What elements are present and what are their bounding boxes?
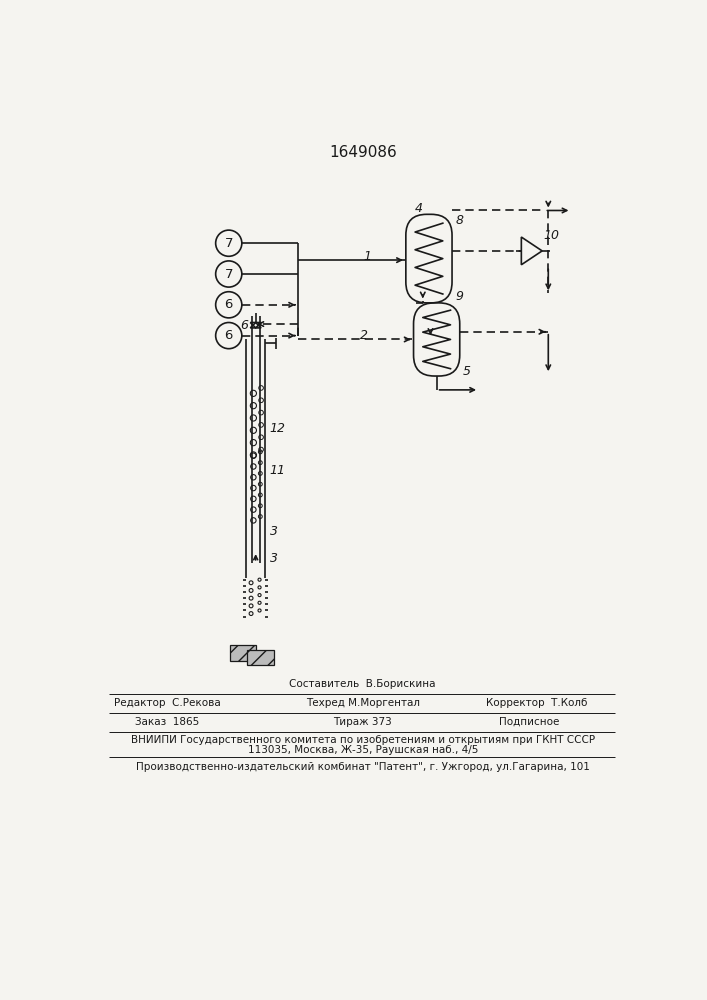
Text: Техред М.Моргентал: Техред М.Моргентал	[305, 698, 420, 708]
Bar	[230, 645, 257, 661]
Text: 3: 3	[269, 525, 278, 538]
Text: Производственно-издательский комбинат "Патент", г. Ужгород, ул.Гагарина, 101: Производственно-издательский комбинат "П…	[136, 762, 590, 772]
Text: Корректор  Т.Колб: Корректор Т.Колб	[486, 698, 588, 708]
Text: 4: 4	[415, 202, 423, 215]
Text: Заказ  1865: Заказ 1865	[135, 717, 199, 727]
Text: 6: 6	[225, 298, 233, 311]
Text: 7: 7	[225, 237, 233, 250]
Text: 9: 9	[455, 290, 463, 303]
Text: 7: 7	[225, 267, 233, 280]
Text: Подписное: Подписное	[499, 717, 559, 727]
Text: Тираж 373: Тираж 373	[333, 717, 392, 727]
Text: 2: 2	[360, 329, 368, 342]
Text: 11: 11	[269, 464, 286, 477]
Text: 113035, Москва, Ж-35, Раушская наб., 4/5: 113035, Москва, Ж-35, Раушская наб., 4/5	[247, 745, 478, 755]
Text: 6: 6	[240, 319, 248, 332]
Text: 8: 8	[455, 214, 463, 227]
Text: 12: 12	[269, 422, 286, 434]
Text: 1: 1	[363, 250, 371, 263]
Text: Редактор  С.Рекова: Редактор С.Рекова	[114, 698, 221, 708]
Text: 10: 10	[544, 229, 560, 242]
Text: 6: 6	[225, 329, 233, 342]
Bar	[247, 650, 274, 665]
Text: 5: 5	[463, 365, 471, 378]
Text: ВНИИПИ Государственного комитета по изобретениям и открытиям при ГКНТ СССР: ВНИИПИ Государственного комитета по изоб…	[131, 735, 595, 745]
Text: Составитель  В.Борискина: Составитель В.Борискина	[289, 679, 436, 689]
Text: 1649086: 1649086	[329, 145, 397, 160]
Text: 3: 3	[269, 552, 278, 565]
